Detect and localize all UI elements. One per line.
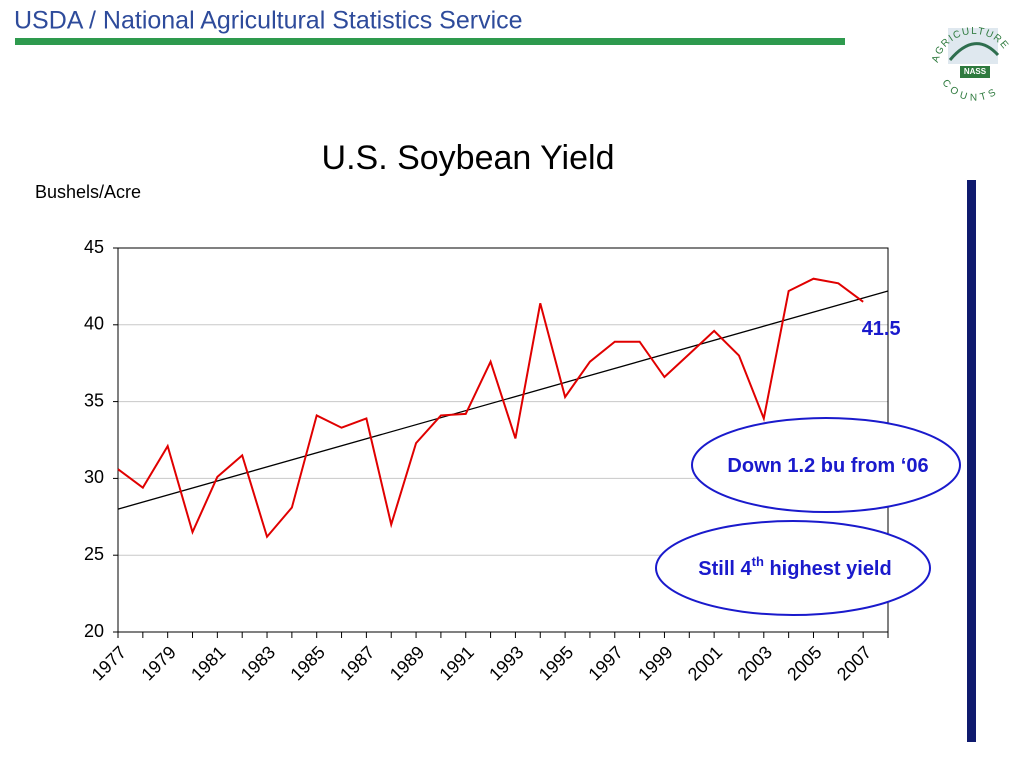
y-tick-label: 40 <box>84 314 104 334</box>
callout-ellipse <box>691 417 961 513</box>
x-tick-label: 1991 <box>435 642 477 684</box>
x-tick-label: 2007 <box>833 642 875 684</box>
x-tick-label: 1995 <box>535 642 577 684</box>
chart-title: U.S. Soybean Yield <box>322 139 615 177</box>
x-tick-label: 2001 <box>684 642 726 684</box>
x-tick-label: 1997 <box>585 642 627 684</box>
x-tick-label: 1989 <box>386 642 428 684</box>
x-tick-label: 1981 <box>187 642 229 684</box>
y-tick-label: 45 <box>84 237 104 257</box>
callout-text-part: Still 4 <box>698 558 752 580</box>
logo-badge-text: NASS <box>964 67 987 76</box>
logo-emblem <box>948 28 998 64</box>
x-tick-label: 2003 <box>734 642 776 684</box>
logo-arc <box>948 42 1000 61</box>
header-title: USDA / National Agricultural Statistics … <box>14 7 523 35</box>
x-tick-label: 1979 <box>137 642 179 684</box>
y-tick-label: 30 <box>84 467 104 487</box>
x-tick-label: 1977 <box>88 642 130 684</box>
side-bar <box>967 180 976 742</box>
callout-text-part: Down 1.2 bu from ‘06 <box>727 455 928 477</box>
logo-bottom-path: COUNTS <box>940 77 997 103</box>
callout-text-part: highest yield <box>764 558 892 580</box>
y-axis-label: Bushels/Acre <box>35 182 141 202</box>
series-line <box>117 277 864 539</box>
callout-text: Still 4th highest yield <box>698 554 891 580</box>
x-tick-label: 1999 <box>634 642 676 684</box>
header-bar <box>15 38 845 45</box>
x-tick-label: 1985 <box>286 642 328 684</box>
logo-bottom-text: COUNTS <box>940 77 1000 103</box>
y-tick-label: 25 <box>84 544 104 564</box>
callout-text-part: th <box>752 554 764 569</box>
callout-text: Down 1.2 bu from ‘06 <box>727 455 928 477</box>
callout-ellipse <box>655 520 931 616</box>
y-tick-label: 35 <box>84 390 104 410</box>
x-tick-label: 1993 <box>485 642 527 684</box>
data-label: 41.5 <box>862 318 901 340</box>
logo: NASS AGRICULTURE COUNTS <box>930 25 1010 103</box>
x-tick-label: 1983 <box>237 642 279 684</box>
x-tick-label: 2005 <box>783 642 825 684</box>
logo-badge <box>960 66 990 78</box>
y-tick-label: 20 <box>84 621 104 641</box>
x-tick-label: 1987 <box>336 642 378 684</box>
